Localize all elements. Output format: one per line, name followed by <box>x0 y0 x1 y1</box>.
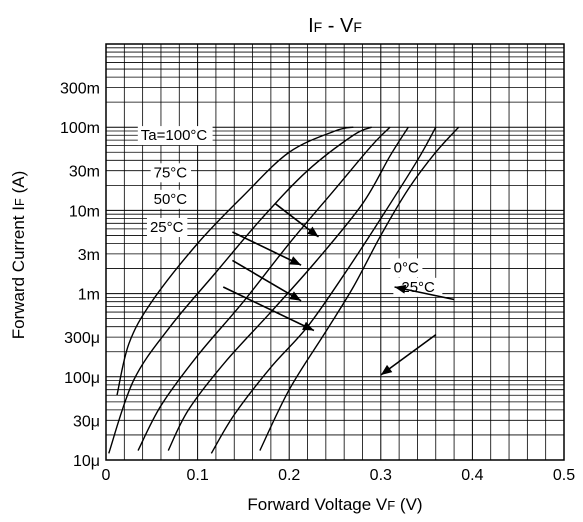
y-tick-label: 3m <box>78 247 100 264</box>
arrow-head <box>289 256 302 266</box>
arrow-4 <box>222 286 315 332</box>
temperature-label-5: 0°C <box>390 258 423 278</box>
label-background <box>146 218 188 238</box>
arrow-1 <box>274 203 319 238</box>
y-tick-label: 1m <box>78 287 100 304</box>
chart-title: IF - VF <box>308 15 362 37</box>
arrow-5 <box>394 284 455 301</box>
series-curve-3 <box>137 126 391 451</box>
arrow-shaft <box>232 231 302 266</box>
series-curve-1 <box>116 126 354 396</box>
temperature-label-3: 50°C <box>150 189 192 209</box>
arrow-shaft <box>222 286 315 332</box>
label-text: -25°C <box>396 279 435 296</box>
y-tick-label: 30μ <box>73 413 100 430</box>
arrow-head <box>289 291 302 301</box>
label-background <box>390 258 423 278</box>
y-tick-labels: 10μ 30μ 100μ 300μ 1m 3m 10m 30m 100m 300m <box>60 81 100 470</box>
series-curve-2 <box>108 126 372 454</box>
x-axis-label: Forward Voltage VF (V) <box>247 495 422 514</box>
x-tick-labels: 0 0.1 0.2 0.3 0.4 0.5 <box>102 467 576 484</box>
arrow-6 <box>380 334 437 376</box>
y-tick-label: 300m <box>60 81 100 98</box>
label-background <box>150 163 192 183</box>
x-tick-label: 0.3 <box>370 467 392 484</box>
x-tick-label: 0.5 <box>553 467 575 484</box>
arrow-head <box>307 226 319 237</box>
label-text: 0°C <box>394 259 419 276</box>
x-tick-label: 0.1 <box>186 467 208 484</box>
arrow-2 <box>232 231 302 266</box>
label-background <box>137 126 213 146</box>
arrow-shaft <box>380 334 437 376</box>
y-tick-label: 100μ <box>64 370 100 387</box>
arrow-3 <box>232 259 302 302</box>
x-tick-label: 0.4 <box>461 467 483 484</box>
y-tick-label: 10m <box>69 203 100 220</box>
x-tick-label: 0 <box>102 467 111 484</box>
y-tick-label: 100m <box>60 120 100 137</box>
label-text: 75°C <box>154 164 188 181</box>
x-tick-label: 0.2 <box>278 467 300 484</box>
label-text: Ta=100°C <box>141 127 208 144</box>
y-tick-label: 10μ <box>73 453 100 470</box>
y-tick-label: 30m <box>69 164 100 181</box>
arrow-head <box>302 321 314 331</box>
series-layer <box>108 126 460 454</box>
temperature-label-6: -25°C <box>393 277 443 297</box>
arrow-head <box>394 284 407 294</box>
label-background <box>150 189 192 209</box>
grid <box>106 44 564 460</box>
label-text: 25°C <box>150 219 184 236</box>
temperature-label-2: 75°C <box>150 163 192 183</box>
plot-frame <box>105 43 565 461</box>
y-tick-label: 300μ <box>64 330 100 347</box>
annotation-layer: Ta=100°C 75°C 50°C 25°C 0°C -25°C <box>137 126 443 297</box>
series-curve-5 <box>210 126 437 454</box>
arrow-shaft <box>232 259 302 302</box>
series-curve-6 <box>259 126 460 451</box>
series-curve-4 <box>167 126 409 451</box>
temperature-label-1: Ta=100°C <box>137 126 213 146</box>
arrow-head <box>380 364 393 376</box>
arrow-layer <box>222 203 455 376</box>
label-text: 50°C <box>154 191 188 208</box>
temperature-label-4: 25°C <box>146 218 188 238</box>
y-axis-label: Forward Current IF (A) <box>9 171 28 340</box>
label-background <box>393 277 443 297</box>
